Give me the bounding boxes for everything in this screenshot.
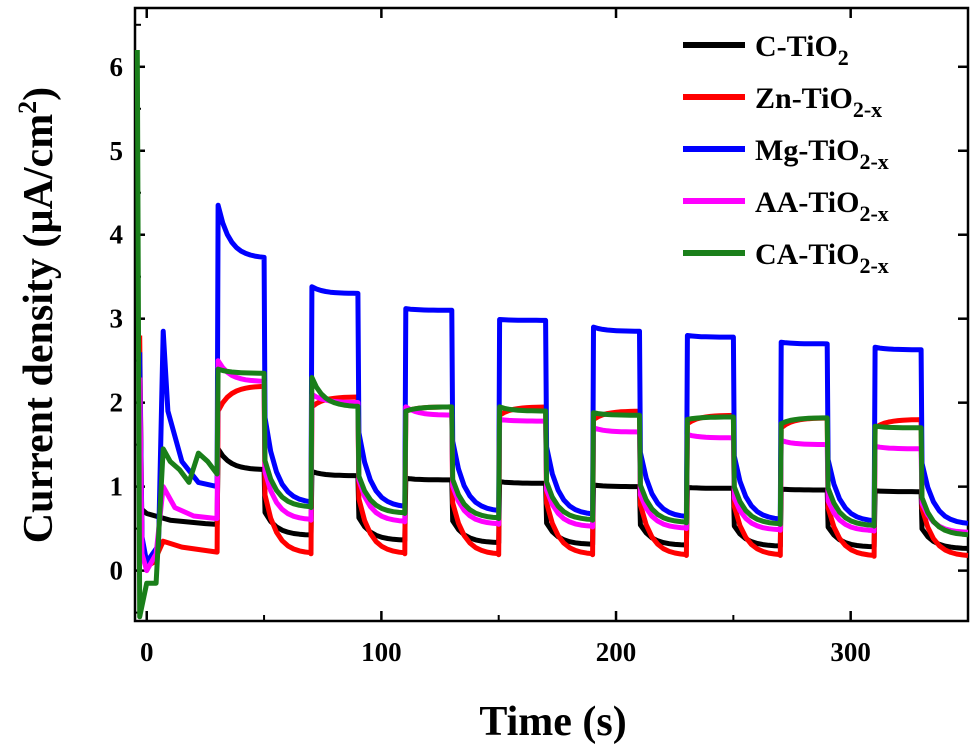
y-tick-label: 6 — [110, 52, 124, 82]
y-axis-title-sup: 2 — [13, 101, 42, 114]
y-tick-label: 2 — [110, 388, 124, 418]
legend-label-1: Zn-TiO2-x — [755, 82, 882, 122]
legend: C-TiO2 Zn-TiO2-x Mg-TiO2-x AA-TiO2-x CA-TiO2… — [683, 30, 889, 278]
legend-label-0: C-TiO2 — [755, 30, 849, 70]
y-axis-title-main: Current density (µA/cm — [16, 114, 62, 543]
y-tick-label: 4 — [110, 220, 124, 250]
y-tick-label: 5 — [110, 136, 124, 166]
x-tick-label: 200 — [596, 637, 637, 667]
y-axis-title: Current density (µA/cm2) — [13, 87, 62, 543]
plot-frame — [133, 6, 970, 623]
x-tick-label: 0 — [140, 637, 154, 667]
x-axis-title: Time (s) — [479, 699, 626, 745]
series-line-1 — [137, 335, 969, 569]
x-tick-label: 100 — [361, 637, 402, 667]
x-tick-label: 300 — [830, 637, 871, 667]
legend-label-3: AA-TiO2-x — [755, 186, 889, 226]
y-tick-label: 3 — [110, 304, 124, 334]
legend-label-2: Mg-TiO2-x — [755, 134, 889, 174]
series-line-0 — [138, 446, 969, 551]
series-line-4 — [134, 49, 969, 620]
y-axis-title-tail: ) — [16, 87, 62, 101]
tick-group: 0 100 200 300 0 1 2 3 4 5 6 — [110, 8, 968, 667]
y-tick-label: 1 — [110, 472, 124, 502]
series-group — [134, 49, 969, 620]
legend-label-4: CA-TiO2-x — [755, 238, 889, 278]
y-tick-label: 0 — [110, 556, 124, 586]
